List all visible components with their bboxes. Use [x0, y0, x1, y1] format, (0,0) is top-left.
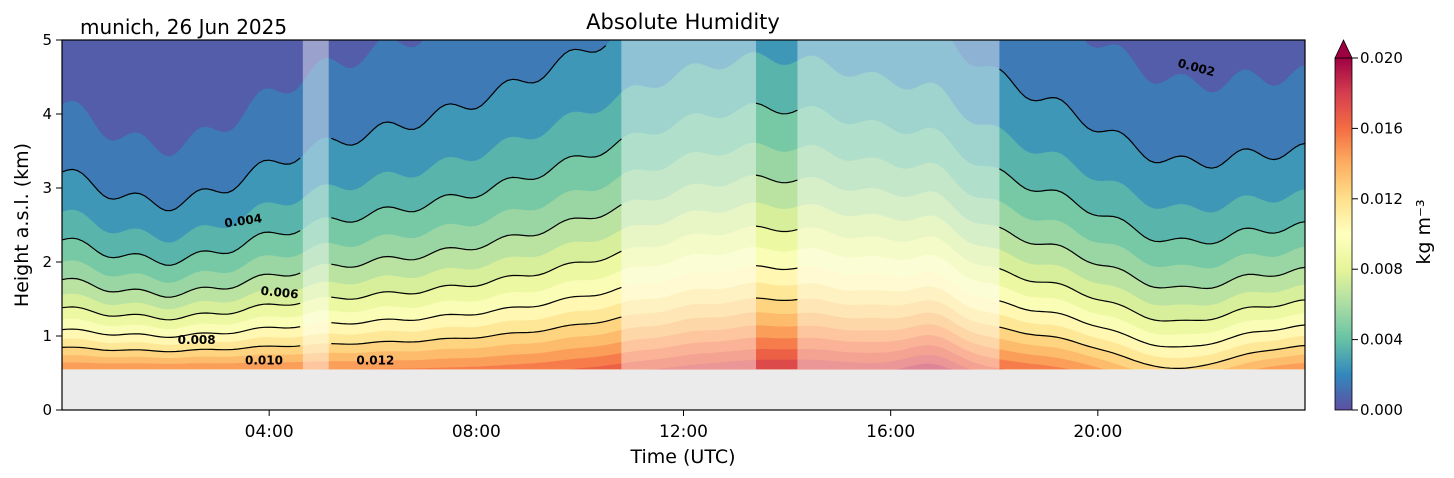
colorbar-tick-label: 0.020 — [1360, 49, 1403, 67]
colorbar-tick-label: 0.004 — [1360, 331, 1403, 349]
colorbar-ticks: 0.000 0.004 0.008 0.012 0.016 0.020 — [1352, 49, 1403, 419]
colorbar-tick-label: 0.000 — [1360, 401, 1403, 419]
y-tick-label: 3 — [42, 179, 52, 197]
contour-label: 0.010 — [245, 354, 283, 368]
y-tick-label: 2 — [42, 253, 52, 271]
y-tick-label: 1 — [42, 327, 52, 345]
contour-line — [62, 102, 1305, 266]
contour-line — [62, 297, 1305, 369]
colorbar-tick-label: 0.012 — [1360, 190, 1403, 208]
contour-label: 0.008 — [178, 333, 216, 347]
location-date-label: munich, 26 Jun 2025 — [80, 15, 287, 39]
y-tick-label: 0 — [42, 401, 52, 419]
colorbar-tick-label: 0.008 — [1360, 260, 1403, 278]
field-band — [62, 335, 1305, 370]
colorbar-extend-arrow — [1334, 39, 1353, 59]
y-axis-ticks: 0 1 2 3 4 5 — [42, 31, 62, 419]
masked-intervals — [302, 40, 1000, 370]
contour-line — [62, 174, 1305, 298]
y-tick-label: 5 — [42, 31, 52, 49]
x-axis-ticks: 04:00 08:00 12:00 16:00 20:00 — [245, 410, 1122, 442]
contour-label: 0.004 — [223, 211, 263, 230]
y-tick-label: 4 — [42, 105, 52, 123]
masked-interval — [797, 40, 1000, 370]
x-tick-label: 12:00 — [659, 422, 708, 442]
contour-label: 0.012 — [356, 354, 394, 368]
x-tick-label: 08:00 — [452, 422, 501, 442]
contour-line — [62, 225, 1305, 322]
humidity-field — [62, 40, 1305, 370]
masked-interval — [621, 40, 757, 370]
contour-label: 0.006 — [260, 284, 299, 302]
chart-title: Absolute Humidity — [586, 10, 780, 34]
ground-area — [62, 369, 1305, 410]
colorbar: 0.000 0.004 0.008 0.012 0.016 0.020 kg m⁻³ — [1334, 39, 1435, 419]
contour-line — [62, 45, 1305, 212]
x-axis-label: Time (UTC) — [629, 446, 735, 468]
colorbar-tick-label: 0.016 — [1360, 119, 1403, 137]
contour-line — [62, 265, 1305, 348]
x-tick-label: 20:00 — [1073, 422, 1122, 442]
y-axis-label: Height a.s.l. (km) — [11, 143, 33, 307]
field-band — [62, 354, 1305, 370]
field-band — [62, 345, 1305, 370]
masked-interval — [302, 40, 329, 370]
colorbar-fill — [1334, 57, 1353, 411]
colorbar-label: kg m⁻³ — [1413, 199, 1435, 264]
x-tick-label: 16:00 — [866, 422, 915, 442]
contour-lines — [62, 45, 1305, 369]
x-tick-label: 04:00 — [245, 422, 294, 442]
